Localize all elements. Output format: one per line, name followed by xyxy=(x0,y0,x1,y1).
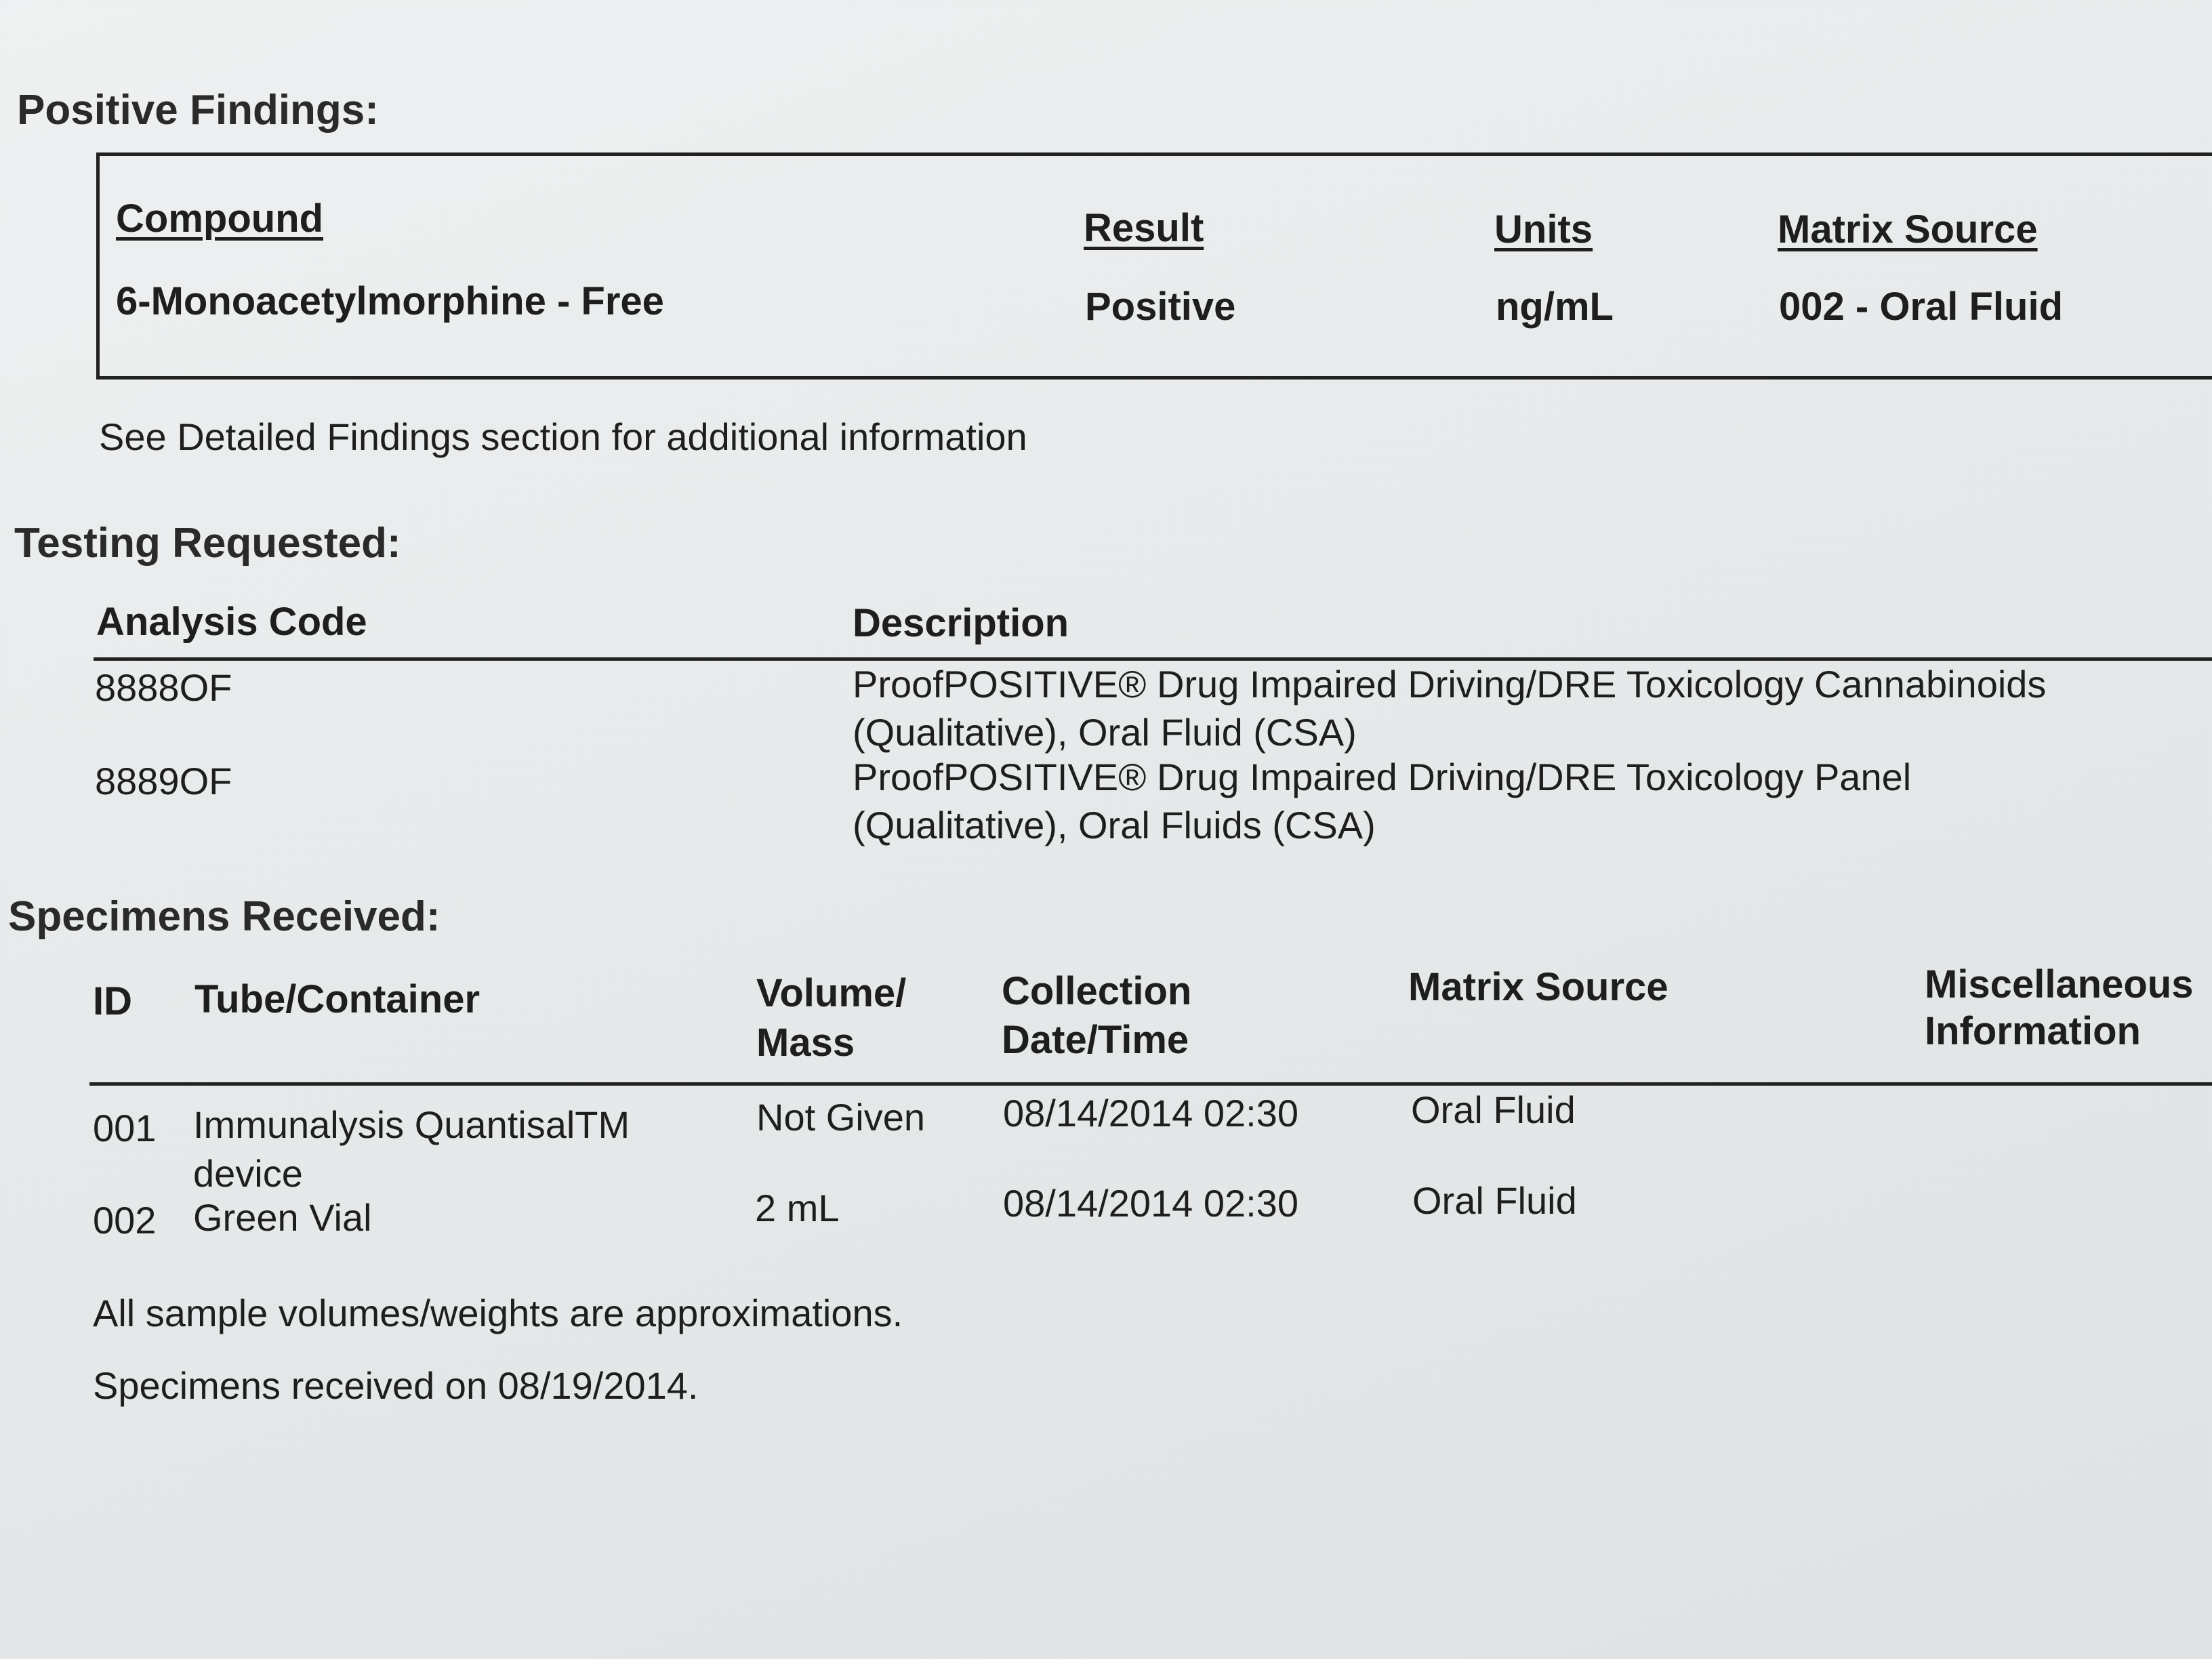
positive-findings-title: Positive Findings: xyxy=(17,87,379,134)
units-header: Units xyxy=(1494,207,1593,251)
tube-value: Immunalysis QuantisalTM xyxy=(193,1103,630,1146)
received-date-note: Specimens received on 08/19/2014. xyxy=(93,1364,699,1407)
units-value: ng/mL xyxy=(1496,285,1614,329)
misc-header: Miscellaneous xyxy=(1925,962,2194,1006)
result-header: Result xyxy=(1084,206,1204,250)
matrix-source-header: Matrix Source xyxy=(1778,207,2038,251)
analysis-code: 8889OF xyxy=(95,760,232,802)
analysis-code-header: Analysis Code xyxy=(96,600,367,644)
description-header: Description xyxy=(853,601,1069,645)
compound-header: Compound xyxy=(116,197,324,241)
description-line: ProofPOSITIVE® Drug Impaired Driving/DRE… xyxy=(853,756,1912,798)
specimen-id: 002 xyxy=(93,1199,157,1242)
specimen-id: 001 xyxy=(93,1107,157,1149)
collection-header: Collection xyxy=(1002,969,1192,1013)
volume-value: Not Given xyxy=(756,1096,925,1139)
volumes-note: All sample volumes/weights are approxima… xyxy=(93,1292,903,1334)
compound-value: 6-Monoacetylmorphine - Free xyxy=(116,279,664,323)
volume-header: Mass xyxy=(756,1021,855,1065)
findings-note: See Detailed Findings section for additi… xyxy=(99,415,1027,458)
description-line: (Qualitative), Oral Fluid (CSA) xyxy=(853,711,1357,754)
tube-value: Green Vial xyxy=(193,1196,372,1239)
findings-table-box xyxy=(96,152,2212,380)
testing-requested-title: Testing Requested: xyxy=(14,520,401,567)
tube-header: Tube/Container xyxy=(194,977,480,1021)
tube-value: device xyxy=(193,1152,303,1195)
collection-header: Date/Time xyxy=(1002,1018,1189,1062)
matrix-source-value: 002 - Oral Fluid xyxy=(1779,285,2063,329)
matrix-header: Matrix Source xyxy=(1408,965,1668,1009)
description-line: ProofPOSITIVE® Drug Impaired Driving/DRE… xyxy=(853,663,2047,705)
matrix-value: Oral Fluid xyxy=(1412,1179,1577,1222)
matrix-value: Oral Fluid xyxy=(1411,1088,1576,1131)
specimens-received-title: Specimens Received: xyxy=(8,893,441,940)
description-line: (Qualitative), Oral Fluids (CSA) xyxy=(853,804,1376,846)
volume-header: Volume/ xyxy=(756,971,907,1015)
id-header: ID xyxy=(93,979,132,1023)
analysis-code: 8888OF xyxy=(95,666,232,709)
result-value: Positive xyxy=(1085,285,1236,329)
volume-value: 2 mL xyxy=(755,1187,840,1229)
collection-value: 08/14/2014 02:30 xyxy=(1003,1092,1298,1134)
collection-value: 08/14/2014 02:30 xyxy=(1003,1182,1298,1225)
header-rule xyxy=(94,657,2212,661)
header-rule xyxy=(89,1082,2212,1086)
misc-header: Information xyxy=(1925,1009,2141,1053)
